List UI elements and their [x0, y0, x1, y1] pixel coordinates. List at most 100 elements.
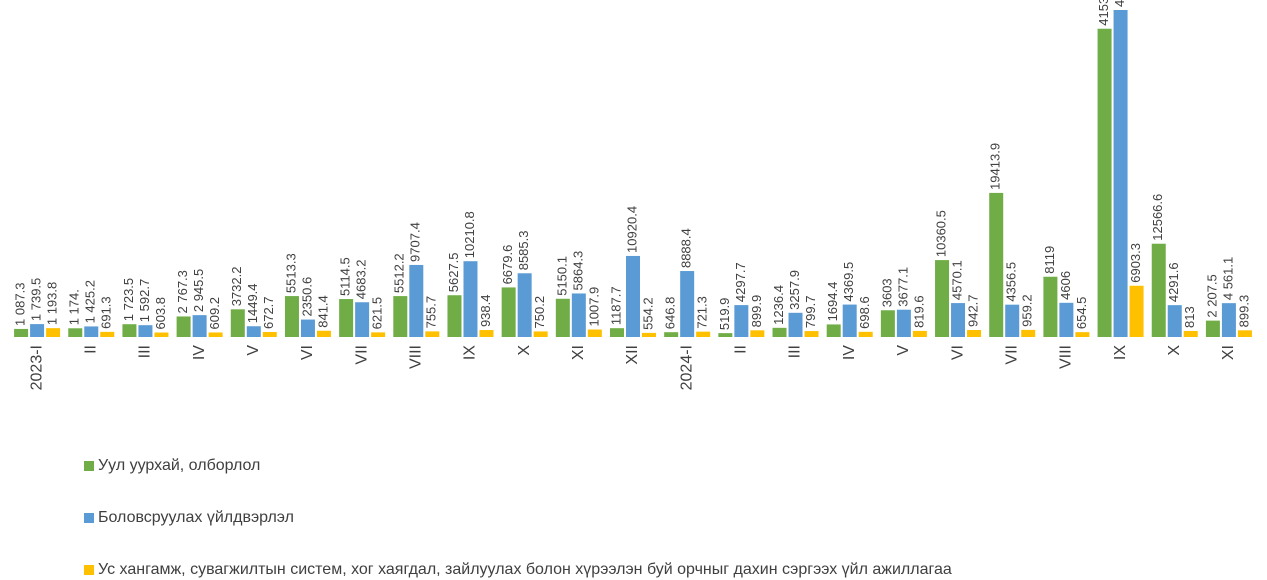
bar — [447, 295, 462, 337]
data-label: 10920.4 — [624, 206, 639, 253]
legend-swatch — [84, 565, 94, 575]
bar — [138, 325, 153, 337]
data-label: 755.7 — [424, 296, 439, 329]
bar — [555, 298, 570, 337]
bar — [772, 327, 787, 337]
bar — [1221, 303, 1236, 337]
data-label: 3677.1 — [895, 267, 910, 307]
x-tick-label: XI — [1220, 345, 1237, 360]
data-label: 1 193.8 — [45, 282, 60, 325]
bar — [1059, 302, 1074, 337]
data-label: 4 561.1 — [1220, 257, 1235, 300]
data-label: 1 174. — [67, 289, 82, 325]
data-label: 799.7 — [803, 296, 818, 329]
data-label: 603.8 — [153, 297, 168, 330]
x-tick-label: VIII — [408, 345, 425, 369]
bar — [68, 328, 83, 337]
data-label: 4297.7 — [733, 262, 748, 302]
bar — [1129, 285, 1144, 337]
bar — [409, 264, 424, 337]
bar — [30, 324, 45, 337]
data-label: 41533 — [1096, 0, 1111, 26]
data-label: 8119 — [1042, 246, 1057, 274]
legend-label: Боловсруулах үйлдвэрлэл — [98, 509, 294, 526]
data-label: 813 — [1182, 306, 1197, 328]
x-tick-label: III — [787, 345, 804, 358]
x-tick-label: VII — [353, 345, 370, 365]
bar — [750, 330, 765, 337]
data-label: 5150.1 — [554, 256, 569, 296]
data-label: 2 767.3 — [175, 270, 190, 313]
bar — [393, 296, 408, 337]
x-tick-label: XII — [624, 345, 641, 365]
data-label: 1694.4 — [825, 282, 840, 322]
bar — [804, 331, 819, 337]
data-label: 5512.2 — [392, 253, 407, 293]
bar — [734, 305, 749, 337]
bar — [230, 309, 245, 337]
bar — [100, 331, 115, 337]
bar — [533, 331, 548, 337]
data-label: 750.2 — [532, 296, 547, 329]
x-tick-label: II — [82, 345, 99, 354]
bar — [339, 299, 354, 337]
bar — [1183, 330, 1198, 337]
data-label: 6679.6 — [500, 245, 515, 285]
bar — [517, 273, 532, 337]
data-label: 959.2 — [1020, 294, 1035, 327]
x-tick-label: 2024-I — [678, 345, 695, 390]
bar — [371, 332, 386, 337]
bar — [316, 330, 331, 337]
data-label: 5513.3 — [283, 253, 298, 293]
bar — [1097, 28, 1112, 337]
bar — [788, 312, 803, 337]
data-label: 1007.9 — [586, 287, 601, 327]
legend-label: Ус хангамж, сувагжилтын систем, хог хаяг… — [98, 561, 952, 578]
data-label: 1 592.7 — [137, 279, 152, 322]
bar — [479, 330, 494, 337]
x-tick-label: VIII — [1058, 345, 1075, 369]
data-label: 19413.9 — [988, 143, 1003, 190]
bar — [246, 326, 261, 337]
bar — [896, 309, 911, 337]
data-label: 2 945.5 — [191, 269, 206, 312]
x-tick-label: XI — [570, 345, 587, 360]
data-label: 12566.6 — [1150, 194, 1165, 241]
bar — [1075, 332, 1090, 337]
data-label: 698.6 — [857, 296, 872, 329]
x-tick-label: V — [245, 345, 262, 356]
legend-swatch — [84, 461, 94, 471]
data-label: 609.2 — [207, 297, 222, 330]
data-label: 4369.5 — [841, 262, 856, 302]
data-label: 5627.5 — [446, 252, 461, 292]
bar — [84, 326, 99, 337]
bar — [208, 332, 223, 337]
data-label: 1236.4 — [771, 285, 786, 325]
x-tick-label: IV — [841, 345, 858, 360]
data-label: 1449.4 — [245, 283, 260, 323]
data-label: 6903.3 — [1128, 243, 1143, 283]
bar — [192, 315, 207, 337]
data-label: 2350.6 — [299, 277, 314, 317]
bar — [1151, 243, 1166, 337]
data-label: 44055.8 — [1112, 0, 1127, 7]
bar — [46, 328, 61, 337]
legend-swatch — [84, 513, 94, 523]
data-label: 1 739.5 — [29, 278, 44, 321]
data-label: 5864.3 — [570, 251, 585, 291]
data-label: 4683.2 — [354, 259, 369, 299]
data-label: 899.3 — [1236, 295, 1251, 328]
data-label: 938.4 — [478, 294, 493, 327]
x-tick-label: III — [137, 345, 154, 358]
bar — [300, 319, 315, 337]
bar — [718, 333, 733, 337]
data-label: 942.7 — [965, 294, 980, 327]
bar — [1237, 330, 1252, 337]
data-label: 672.7 — [261, 296, 276, 329]
data-label: 519.9 — [717, 298, 732, 331]
data-label: 646.8 — [663, 297, 678, 330]
bar — [425, 331, 440, 337]
x-tick-label: IX — [1112, 345, 1129, 360]
data-label: 1 087.3 — [13, 283, 28, 326]
